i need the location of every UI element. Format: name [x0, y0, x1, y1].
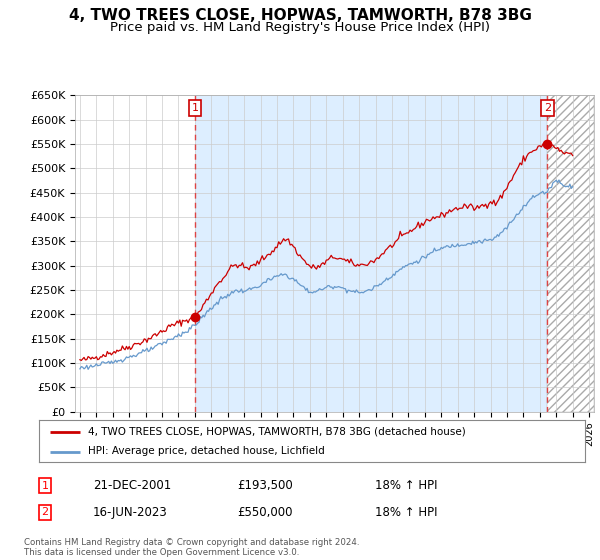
Text: 21-DEC-2001: 21-DEC-2001: [93, 479, 171, 492]
Text: 2: 2: [41, 507, 49, 517]
Bar: [547, 95, 594, 412]
Text: 16-JUN-2023: 16-JUN-2023: [93, 506, 168, 519]
Text: £193,500: £193,500: [237, 479, 293, 492]
Text: 18% ↑ HPI: 18% ↑ HPI: [375, 479, 437, 492]
Text: 1: 1: [41, 480, 49, 491]
Text: HPI: Average price, detached house, Lichfield: HPI: Average price, detached house, Lich…: [88, 446, 325, 456]
Text: £550,000: £550,000: [237, 506, 293, 519]
Text: Contains HM Land Registry data © Crown copyright and database right 2024.
This d: Contains HM Land Registry data © Crown c…: [24, 538, 359, 557]
Text: Price paid vs. HM Land Registry's House Price Index (HPI): Price paid vs. HM Land Registry's House …: [110, 21, 490, 34]
Text: 2: 2: [544, 103, 551, 113]
Text: 4, TWO TREES CLOSE, HOPWAS, TAMWORTH, B78 3BG (detached house): 4, TWO TREES CLOSE, HOPWAS, TAMWORTH, B7…: [88, 427, 466, 437]
Bar: [547, 95, 594, 412]
Text: 18% ↑ HPI: 18% ↑ HPI: [375, 506, 437, 519]
Bar: [195, 95, 547, 412]
Text: 1: 1: [191, 103, 199, 113]
Text: 4, TWO TREES CLOSE, HOPWAS, TAMWORTH, B78 3BG: 4, TWO TREES CLOSE, HOPWAS, TAMWORTH, B7…: [68, 8, 532, 24]
